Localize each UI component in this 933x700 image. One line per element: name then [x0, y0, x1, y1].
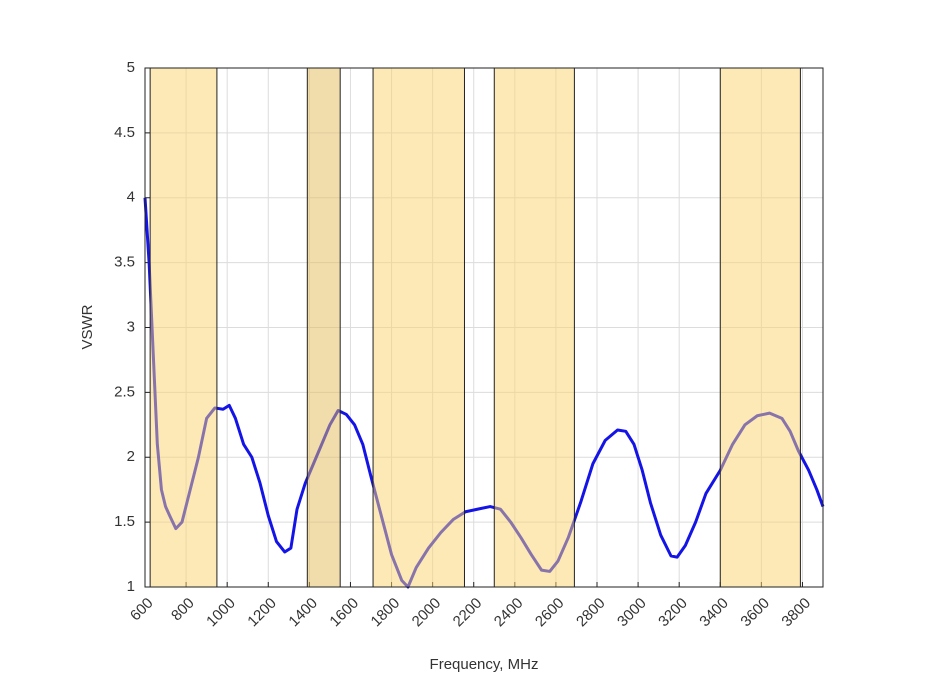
y-tick-label: 1: [127, 578, 135, 595]
x-tick-label: 1600: [326, 595, 362, 631]
x-tick-label: 2000: [409, 595, 445, 631]
axes-box: [144, 67, 824, 588]
x-tick-label: 3400: [696, 595, 732, 631]
y-tick-label: 2.5: [114, 383, 135, 400]
y-tick-label: 4.5: [114, 124, 135, 141]
x-tick-label: 800: [168, 595, 198, 625]
x-tick-label: 3000: [614, 595, 650, 631]
y-tick-label: 1.5: [114, 513, 135, 530]
x-tick-label: 2600: [532, 595, 568, 631]
y-tick-label: 3.5: [114, 254, 135, 271]
shaded-band: [306, 67, 341, 588]
shaded-band: [719, 67, 801, 588]
y-axis-label: VSWR: [79, 304, 96, 349]
x-axis-label: Frequency, MHz: [430, 656, 539, 673]
x-tick-label: 2800: [573, 595, 609, 631]
shaded-band: [493, 67, 575, 588]
x-tick-label: 1400: [285, 595, 321, 631]
y-tick-label: 5: [127, 59, 135, 76]
y-tick-label: 4: [127, 189, 135, 206]
y-tick-label: 2: [127, 448, 135, 465]
x-tick-label: 3600: [737, 595, 773, 631]
x-tick-label: 2200: [450, 595, 486, 631]
x-tick-label: 600: [127, 595, 157, 625]
x-tick-label: 1200: [244, 595, 280, 631]
x-tick-label: 3200: [655, 595, 691, 631]
x-tick-label: 1800: [368, 595, 404, 631]
x-tick-label: 3800: [778, 595, 814, 631]
x-tick-label: 2400: [491, 595, 527, 631]
shaded-band: [372, 67, 465, 588]
x-tick-label: 1000: [203, 595, 239, 631]
shaded-band: [149, 67, 218, 588]
y-tick-label: 3: [127, 318, 135, 335]
